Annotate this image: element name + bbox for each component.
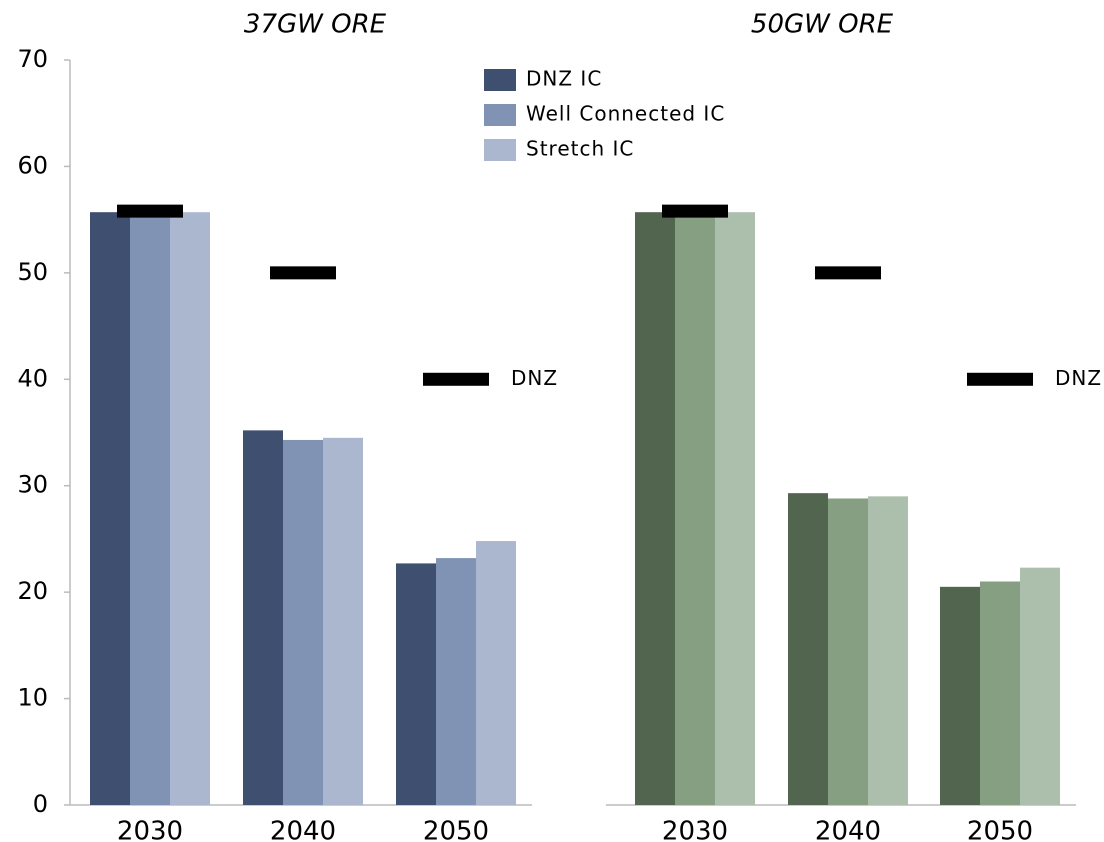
legend-label: Well Connected IC: [526, 102, 725, 126]
legend-label: DNZ IC: [526, 67, 602, 91]
y-tick-label: 10: [17, 684, 48, 712]
marker-label: DNZ: [1055, 366, 1102, 390]
target-marker: [117, 204, 183, 218]
target-marker: [662, 204, 728, 218]
bar: [170, 212, 210, 805]
y-tick-label: 0: [33, 790, 48, 818]
bar: [980, 581, 1020, 805]
bar: [828, 498, 868, 805]
target-marker: [967, 372, 1033, 386]
bar: [635, 212, 675, 805]
bar: [130, 212, 170, 805]
x-tick-label: 2040: [815, 817, 881, 842]
bar: [323, 437, 363, 805]
bar: [283, 439, 323, 805]
y-tick-label: 20: [17, 577, 48, 605]
target-marker: [423, 372, 489, 386]
x-tick-label: 2040: [270, 817, 336, 842]
bar: [675, 212, 715, 805]
bar: [90, 212, 130, 805]
target-marker: [815, 266, 881, 280]
y-tick-label: 40: [17, 364, 48, 392]
y-tick-label: 50: [17, 258, 48, 286]
marker-label: DNZ: [511, 366, 558, 390]
chart-title: 50GW ORE: [751, 10, 894, 40]
x-tick-label: 2030: [662, 817, 728, 842]
bar: [436, 558, 476, 805]
legend-label: Stretch IC: [526, 137, 634, 161]
x-tick-label: 2050: [423, 817, 489, 842]
bar: [476, 541, 516, 805]
bar: [715, 212, 755, 805]
legend-swatch: [484, 104, 516, 126]
y-tick-label: 30: [17, 471, 48, 499]
y-tick-label: 60: [17, 151, 48, 179]
bar: [1020, 567, 1060, 805]
bar: [940, 586, 980, 805]
target-marker: [270, 266, 336, 280]
legend-swatch: [484, 139, 516, 161]
bar: [243, 430, 283, 805]
bar: [396, 563, 436, 805]
legend-swatch: [484, 69, 516, 91]
x-tick-label: 2050: [967, 817, 1033, 842]
chart-title: 37GW ORE: [244, 10, 387, 40]
y-tick-label: 70: [17, 45, 48, 73]
x-tick-label: 2030: [117, 817, 183, 842]
bar: [788, 493, 828, 805]
bar: [868, 496, 908, 805]
